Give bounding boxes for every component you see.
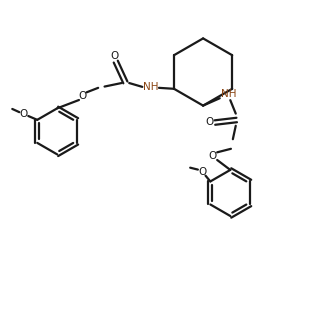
Text: NH: NH: [221, 89, 236, 100]
Text: O: O: [209, 151, 217, 161]
Text: O: O: [198, 167, 206, 177]
Text: O: O: [20, 109, 28, 119]
Text: O: O: [79, 91, 87, 101]
Text: NH: NH: [143, 82, 159, 92]
Text: O: O: [111, 52, 119, 61]
Text: O: O: [205, 117, 213, 127]
